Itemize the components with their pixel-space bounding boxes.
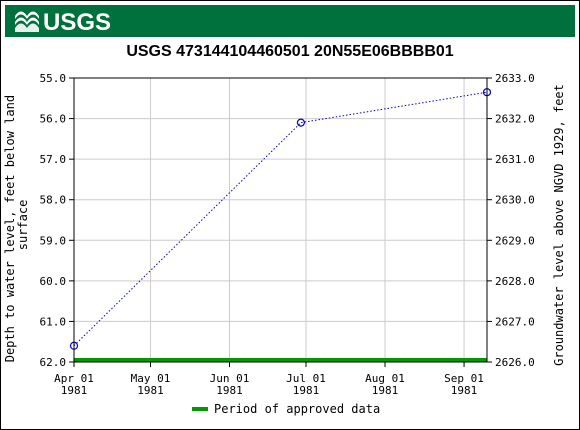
- y-right-tick-label: 2629.0: [495, 234, 535, 247]
- y-axis-left-label-line2: surface: [16, 200, 30, 251]
- chart-title: USGS 473144104460501 20N55E06BBBB01: [126, 43, 454, 60]
- usgs-logo: USGS: [15, 9, 111, 34]
- y-right-tick-label: 2626.0: [495, 356, 535, 369]
- x-tick-label-month: Aug 01: [365, 372, 405, 385]
- y-right-tick-label: 2630.0: [495, 194, 535, 207]
- x-tick-label-year: 1981: [451, 384, 478, 397]
- y-axis-left-label: Depth to water level, feet below land su…: [3, 88, 30, 363]
- y-right-tick-label: 2627.0: [495, 315, 535, 328]
- y-left-tick-label: 62.0: [40, 356, 67, 369]
- y-right-tick-label: 2632.0: [495, 113, 535, 126]
- y-axis-right-label: Groundwater level above NGVD 1929, feet: [552, 84, 566, 366]
- x-tick-label-year: 1981: [372, 384, 399, 397]
- x-tick-label-month: Sep 01: [444, 372, 484, 385]
- x-tick-label-year: 1981: [216, 384, 243, 397]
- y-right-tick-label: 2633.0: [495, 72, 535, 85]
- grid-lines: [74, 78, 487, 362]
- y-right-tick-label: 2628.0: [495, 275, 535, 288]
- y-left-tick-label: 58.0: [40, 194, 67, 207]
- x-tick-label-month: Jul 01: [286, 372, 326, 385]
- legend-label-approved: Period of approved data: [214, 402, 380, 416]
- y-left-tick-label: 60.0: [40, 275, 67, 288]
- usgs-logo-text: USGS: [43, 9, 111, 34]
- x-tick-label-year: 1981: [61, 384, 88, 397]
- plot-area-border: [73, 77, 488, 363]
- y-left-tick-label: 59.0: [40, 234, 67, 247]
- legend: Period of approved data: [192, 402, 380, 416]
- data-point: [296, 118, 305, 127]
- x-tick-label-month: May 01: [131, 372, 171, 385]
- x-tick-label-month: Apr 01: [54, 372, 94, 385]
- y-left-tick-label: 57.0: [40, 153, 67, 166]
- x-tick-label-year: 1981: [293, 384, 320, 397]
- y-left-tick-label: 61.0: [40, 315, 67, 328]
- series-line: [73, 91, 488, 347]
- y-right-tick-label: 2631.0: [495, 153, 535, 166]
- y-left-tick-label: 55.0: [40, 72, 67, 85]
- series-group: [69, 88, 492, 350]
- y-axis-right-ticks: 2633.0 2632.0 2631.0 2630.0 2629.0 2628.0 2627…: [487, 72, 535, 369]
- x-tick-label-month: Jun 01: [210, 372, 250, 385]
- x-tick-label-year: 1981: [137, 384, 164, 397]
- y-axis-left-ticks: 55.0 56.0 57.0 58.0 59.0 60.0 61.0 62.0: [40, 72, 74, 369]
- y-axis-left-label-line1: Depth to water level, feet below land: [3, 95, 17, 362]
- usgs-banner: USGS: [5, 5, 575, 37]
- y-left-tick-label: 56.0: [40, 113, 67, 126]
